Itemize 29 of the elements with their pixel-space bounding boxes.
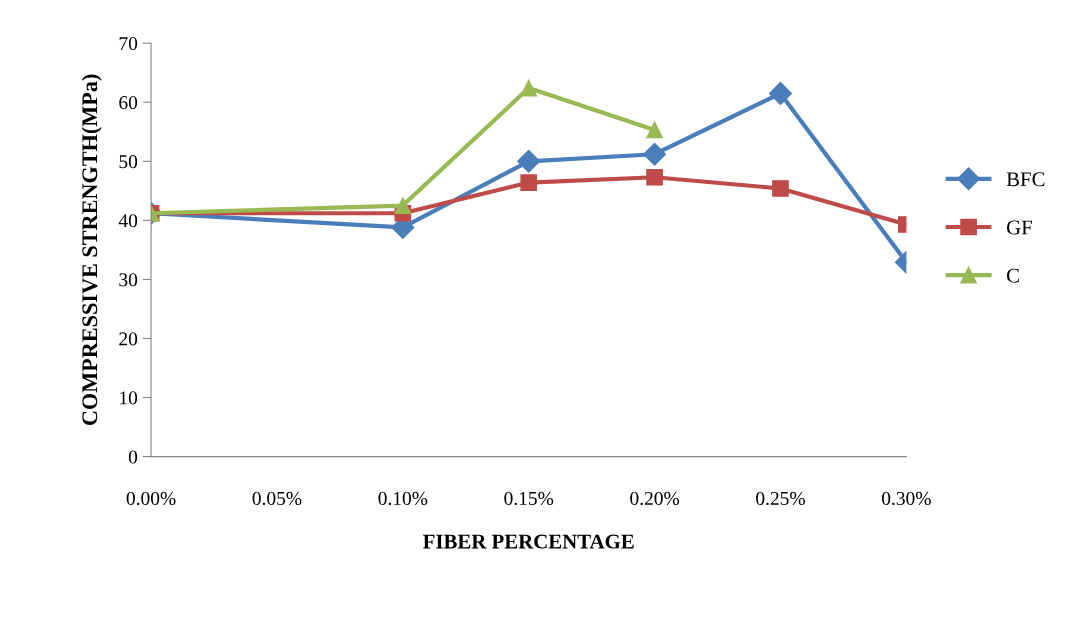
- legend-label: BFC: [1006, 172, 1045, 187]
- y-tick-label: 60: [119, 96, 138, 110]
- point: [520, 79, 538, 97]
- point: [768, 81, 792, 105]
- x-tick-label: 0.05%: [252, 491, 302, 506]
- y-axis-title: COMPRESSIVE STRENGTH(MPa): [81, 74, 102, 426]
- x-tick-label: 0.30%: [881, 491, 931, 506]
- y-tick-label: 10: [120, 391, 138, 405]
- y-tick-label: 50: [119, 155, 138, 169]
- y-tick-label: 70: [119, 37, 138, 51]
- x-tick-label: 0.15%: [504, 491, 554, 506]
- x-tick-label: 0.20%: [630, 491, 680, 506]
- x-tick-label: 0.00%: [126, 491, 176, 506]
- x-axis-title: FIBER PERCENTAGE: [423, 534, 634, 549]
- y-tick-label: 0: [128, 450, 138, 464]
- point: [772, 180, 789, 197]
- point: [517, 149, 541, 173]
- point: [643, 142, 667, 166]
- y-tick-label: 30: [119, 273, 138, 287]
- legend-label: C: [1006, 268, 1019, 283]
- point: [520, 174, 538, 191]
- y-tick-label: 20: [119, 332, 138, 346]
- x-tick-label: 0.10%: [378, 491, 428, 506]
- x-tick-label: 0.25%: [756, 491, 805, 506]
- y-tick-label: 40: [118, 214, 138, 228]
- legend-label: GF: [1006, 220, 1032, 235]
- point: [646, 121, 663, 139]
- point: [394, 197, 412, 214]
- point: [646, 168, 663, 186]
